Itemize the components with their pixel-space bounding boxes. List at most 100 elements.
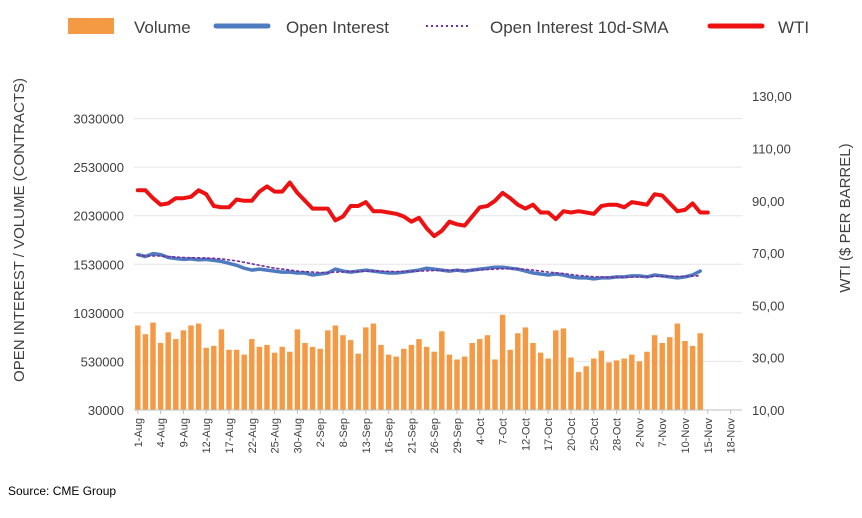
volume-bar bbox=[302, 342, 308, 410]
volume-bar bbox=[287, 351, 293, 410]
volume-bar bbox=[203, 347, 209, 410]
volume-bar bbox=[279, 346, 285, 410]
y-right-tick-label: 70,00 bbox=[752, 246, 785, 261]
volume-bar bbox=[644, 351, 650, 410]
x-tick-label: 20-Oct bbox=[566, 418, 578, 451]
volume-bar bbox=[446, 354, 453, 410]
volume-bar bbox=[553, 330, 559, 410]
x-tick-label: 16-Sep bbox=[384, 418, 396, 453]
volume-bar bbox=[241, 354, 247, 410]
volume-bar bbox=[393, 356, 399, 410]
volume-bar bbox=[629, 354, 635, 410]
volume-bar bbox=[385, 354, 392, 410]
y-right-tick-label: 50,00 bbox=[752, 298, 785, 313]
volume-bar bbox=[195, 323, 202, 410]
volume-bar bbox=[689, 345, 696, 410]
y-left-tick-label: 530000 bbox=[81, 354, 124, 369]
volume-bar bbox=[484, 335, 491, 410]
volume-bar bbox=[537, 352, 544, 410]
volume-bar bbox=[423, 346, 430, 410]
x-tick-label: 17-Aug bbox=[224, 418, 236, 453]
volume-bar bbox=[697, 333, 703, 410]
x-tick-label: 25-Oct bbox=[589, 418, 601, 451]
volume-bar bbox=[249, 339, 255, 410]
volume-bar bbox=[347, 340, 354, 410]
volume-bar bbox=[325, 330, 331, 410]
x-tick-label: 17-Oct bbox=[543, 418, 555, 451]
y-right-axis: 10,00 30,00 50,00 70,00 90,00 110,00 130,00 bbox=[752, 89, 792, 418]
volume-bar bbox=[522, 327, 529, 410]
volume-bar bbox=[651, 335, 658, 410]
y-left-tick-label: 3030000 bbox=[73, 112, 124, 127]
y-left-tick-label: 1030000 bbox=[73, 306, 124, 321]
volume-bar bbox=[294, 329, 301, 410]
x-tick-label: 26-Sep bbox=[429, 418, 441, 453]
volume-bar bbox=[667, 337, 673, 410]
x-tick-label: 18-Nov bbox=[726, 418, 738, 454]
volume-bar bbox=[477, 339, 483, 410]
x-tick-label: 21-Sep bbox=[406, 418, 418, 453]
x-tick-label: 30-Aug bbox=[292, 418, 304, 453]
volume-bar bbox=[606, 362, 612, 410]
volume-bar bbox=[378, 344, 384, 410]
volume-bar bbox=[530, 342, 536, 410]
volume-bar bbox=[135, 325, 141, 410]
x-tick-label: 10-Nov bbox=[680, 418, 692, 454]
legend: Volume Open Interest Open Interest 10d-S… bbox=[68, 18, 809, 37]
x-tick-label: 22-Aug bbox=[247, 418, 259, 453]
volume-bar bbox=[188, 325, 194, 410]
x-tick-label: 7-Oct bbox=[498, 418, 510, 445]
y-left-tick-label: 30000 bbox=[88, 403, 124, 418]
volume-bar bbox=[363, 327, 369, 410]
volume-bar bbox=[682, 341, 688, 410]
volume-bar bbox=[431, 351, 437, 410]
wti-line bbox=[135, 180, 710, 239]
volume-bar bbox=[211, 345, 217, 410]
volume-bar bbox=[613, 360, 620, 410]
x-tick-label: 13-Sep bbox=[361, 418, 373, 453]
volume-bar bbox=[401, 348, 407, 410]
source-note: Source: CME Group bbox=[8, 484, 117, 498]
volume-bar bbox=[317, 348, 323, 410]
y-left-tick-label: 1530000 bbox=[73, 257, 124, 272]
volume-bar bbox=[674, 323, 681, 410]
x-tick-label: 29-Sep bbox=[452, 418, 464, 453]
volume-bar bbox=[370, 323, 377, 410]
x-tick-label: 12-Aug bbox=[201, 418, 213, 453]
volume-bar bbox=[256, 346, 263, 410]
volume-bar bbox=[507, 349, 513, 410]
open-interest-sma-line bbox=[137, 254, 702, 279]
x-tick-label: 28-Oct bbox=[612, 418, 624, 451]
volume-bar bbox=[180, 330, 187, 410]
volume-bar bbox=[355, 353, 361, 410]
y-left-axis: 30000 530000 1030000 1530000 2030000 2530000 3… bbox=[73, 112, 124, 418]
x-tick-label: 15-Nov bbox=[703, 418, 715, 454]
y-left-tick-label: 2030000 bbox=[73, 209, 124, 224]
volume-bar bbox=[271, 352, 278, 410]
volume-bar bbox=[636, 361, 643, 410]
volume-bar bbox=[659, 342, 665, 410]
x-tick-label: 2-Sep bbox=[315, 418, 327, 447]
volume-bar bbox=[583, 366, 589, 410]
x-tick-label: 25-Aug bbox=[270, 418, 282, 453]
y-right-tick-label: 110,00 bbox=[752, 141, 791, 156]
gridlines bbox=[134, 118, 742, 362]
volume-bar bbox=[408, 344, 415, 410]
volume-bar bbox=[560, 328, 567, 410]
x-axis: 1-Aug 4-Aug 9-Aug 12-Aug 17-Aug 22-Aug 25-Aug 3… bbox=[133, 410, 738, 453]
volume-bar bbox=[332, 325, 339, 410]
volume-bar bbox=[621, 358, 627, 410]
x-tick-label: 2-Nov bbox=[634, 418, 646, 448]
y-right-tick-label: 90,00 bbox=[752, 194, 785, 209]
y-left-tick-label: 2530000 bbox=[73, 160, 124, 175]
volume-bar bbox=[173, 339, 179, 410]
volume-bar bbox=[568, 357, 574, 410]
volume-bar bbox=[165, 332, 171, 410]
legend-sma-label: Open Interest 10d-SMA bbox=[490, 18, 669, 37]
x-tick-label: 12-Oct bbox=[520, 418, 532, 451]
volume-bar bbox=[461, 356, 468, 410]
volume-bar bbox=[416, 339, 422, 410]
volume-bar bbox=[340, 335, 346, 410]
x-tick-label: 4-Aug bbox=[156, 418, 168, 447]
